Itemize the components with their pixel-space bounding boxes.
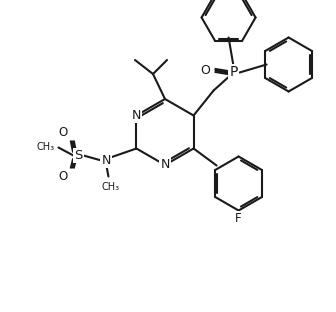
Text: O: O bbox=[59, 170, 68, 183]
Text: CH₃: CH₃ bbox=[101, 183, 120, 193]
Text: N: N bbox=[160, 158, 170, 172]
Text: F: F bbox=[235, 212, 242, 225]
Text: N: N bbox=[132, 109, 141, 122]
Text: O: O bbox=[59, 126, 68, 139]
Text: S: S bbox=[74, 149, 83, 162]
Text: CH₃: CH₃ bbox=[36, 143, 54, 153]
Text: P: P bbox=[229, 66, 238, 80]
Text: O: O bbox=[201, 64, 211, 77]
Text: N: N bbox=[102, 154, 111, 167]
